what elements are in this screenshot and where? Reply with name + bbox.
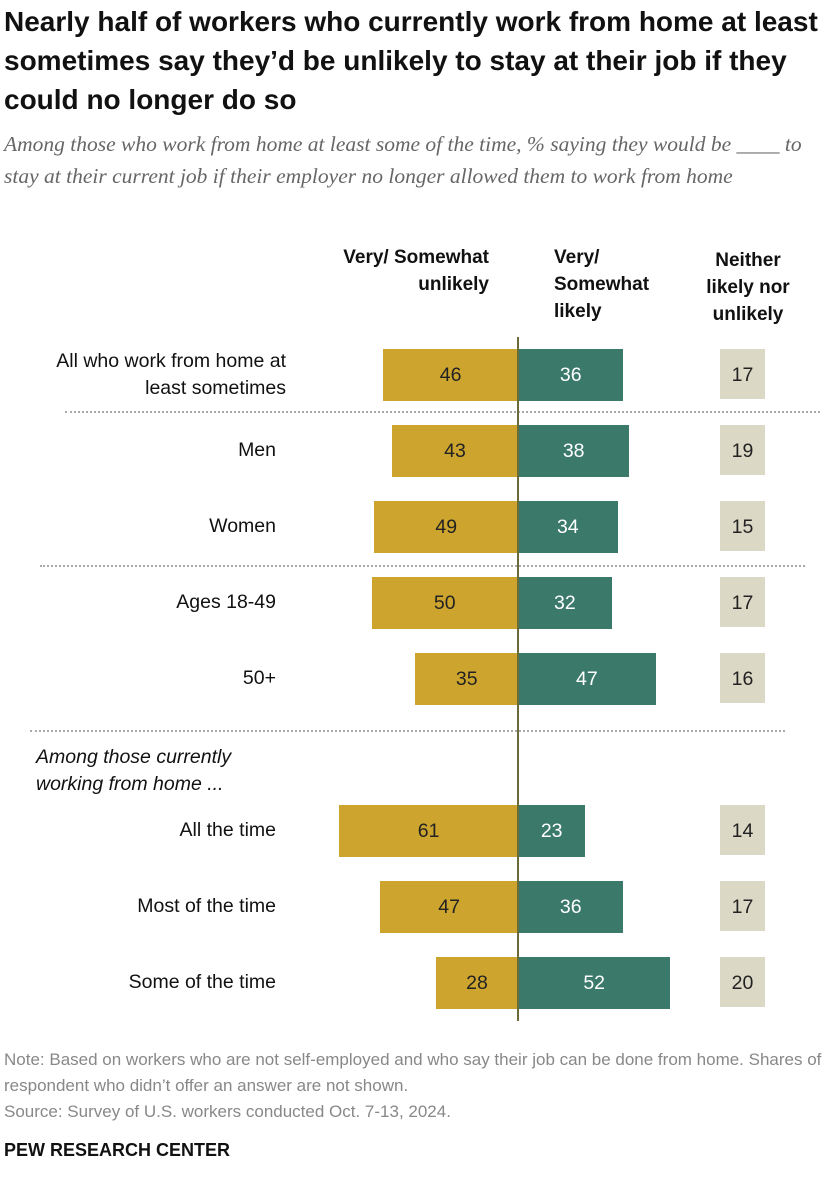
bar — [720, 577, 765, 627]
bar — [518, 577, 612, 629]
chart-subtitle: Among those who work from home at least … — [4, 132, 802, 188]
column-header: Very/ Somewhat likely — [554, 247, 650, 322]
value-label: 49 — [435, 516, 458, 538]
bar — [518, 501, 618, 553]
category-label: All the time — [179, 819, 276, 841]
bar — [380, 881, 518, 933]
value-label: 61 — [417, 820, 440, 842]
bar — [392, 425, 518, 477]
value-label: 47 — [438, 896, 460, 918]
chart-title: Nearly half of workers who currently wor… — [4, 6, 818, 115]
separator — [65, 411, 820, 413]
bar — [518, 805, 586, 857]
value-label: 38 — [562, 440, 585, 462]
bar — [720, 957, 765, 1007]
value-label: 16 — [731, 668, 754, 690]
bar — [720, 805, 765, 855]
value-label: 19 — [731, 440, 754, 462]
bar — [371, 577, 518, 629]
bar — [339, 805, 518, 857]
value-label: 14 — [731, 820, 754, 842]
bar — [720, 425, 765, 475]
category-label: Some of the time — [128, 971, 276, 993]
category-label: Most of the time — [137, 895, 276, 917]
bar — [435, 957, 518, 1009]
bar — [383, 349, 518, 401]
value-label: 35 — [455, 668, 478, 690]
value-label: 20 — [731, 972, 754, 994]
column-header: Very/ Somewhat unlikely — [343, 247, 489, 295]
bar — [374, 501, 518, 553]
bar — [518, 349, 624, 401]
value-label: 36 — [559, 364, 582, 386]
bar — [518, 653, 656, 705]
category-label: All who work from home at least sometime… — [56, 350, 286, 399]
bar — [720, 349, 765, 399]
value-label: 17 — [731, 896, 754, 918]
value-label: 50 — [433, 592, 456, 614]
bar — [720, 881, 765, 931]
bar — [518, 957, 671, 1009]
value-label: 52 — [583, 972, 606, 994]
value-label: 23 — [540, 820, 563, 842]
category-label: Women — [209, 515, 276, 537]
bar — [720, 501, 765, 551]
source: Source: Survey of U.S. workers conducted… — [4, 1102, 451, 1121]
category-label: 50+ — [242, 667, 276, 689]
value-label: 34 — [556, 516, 579, 538]
credit: PEW RESEARCH CENTER — [4, 1140, 231, 1160]
category-label: Ages 18-49 — [176, 591, 276, 613]
value-label: 46 — [439, 364, 462, 386]
value-label: 28 — [466, 972, 488, 994]
center-line — [517, 337, 519, 1021]
value-label: 36 — [559, 896, 582, 918]
value-label: 47 — [576, 668, 598, 690]
group-label: Among those currently working from home … — [36, 746, 232, 795]
note: Note: Based on workers who are not self-… — [4, 1050, 822, 1095]
value-label: 17 — [731, 592, 754, 614]
category-label: Men — [238, 439, 276, 461]
column-header: Neither likely nor unlikely — [706, 250, 790, 325]
bar — [720, 653, 765, 703]
value-label: 15 — [731, 516, 754, 538]
bar — [415, 653, 518, 705]
separator — [40, 565, 805, 567]
value-label: 32 — [554, 592, 576, 614]
bar — [518, 425, 630, 477]
value-label: 43 — [444, 440, 466, 462]
separator — [30, 730, 785, 732]
value-label: 17 — [731, 364, 754, 386]
bar — [518, 881, 624, 933]
